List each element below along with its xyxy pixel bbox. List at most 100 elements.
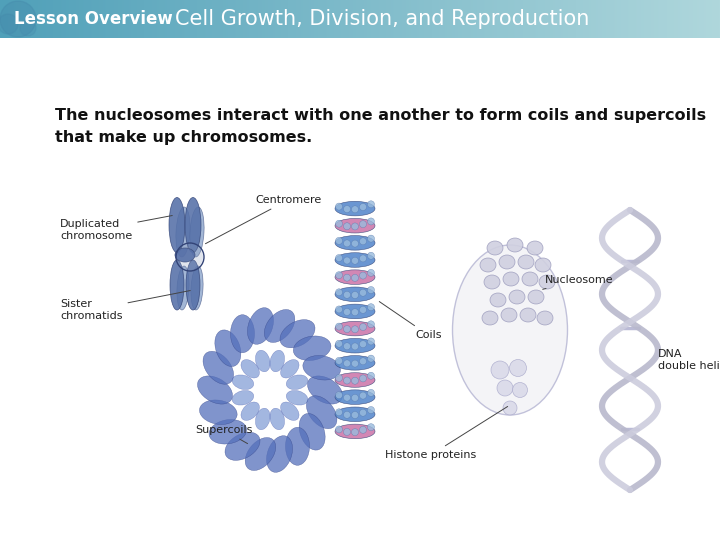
Circle shape [359,204,366,211]
Circle shape [177,244,203,270]
Ellipse shape [484,275,500,289]
Ellipse shape [307,376,343,404]
Ellipse shape [503,272,519,286]
Ellipse shape [256,350,270,372]
Ellipse shape [522,272,538,286]
Ellipse shape [230,315,254,353]
Ellipse shape [335,321,375,336]
Ellipse shape [487,241,503,255]
Ellipse shape [335,287,375,301]
Circle shape [351,274,359,281]
Circle shape [510,360,526,376]
Ellipse shape [270,350,284,372]
Text: Coils: Coils [379,301,441,340]
Circle shape [359,341,366,348]
Text: Histone proteins: Histone proteins [385,407,508,460]
Text: Cell Growth, Division, and Reproduction: Cell Growth, Division, and Reproduction [175,9,590,29]
Ellipse shape [197,376,233,404]
Circle shape [343,343,351,350]
Circle shape [359,409,366,416]
Ellipse shape [175,248,195,262]
Circle shape [343,377,351,384]
Circle shape [513,382,528,397]
Circle shape [351,377,359,384]
Circle shape [491,361,509,379]
Ellipse shape [176,207,190,257]
Circle shape [351,326,359,333]
Ellipse shape [203,352,233,384]
Ellipse shape [335,390,375,404]
Ellipse shape [287,375,308,389]
Circle shape [343,291,351,298]
Text: Duplicated
chromosome: Duplicated chromosome [60,215,172,241]
Ellipse shape [335,253,375,267]
Circle shape [359,255,366,262]
Ellipse shape [335,339,375,353]
Circle shape [367,355,374,362]
Circle shape [343,411,351,418]
Circle shape [343,360,351,367]
Circle shape [336,203,343,210]
Ellipse shape [199,400,237,424]
Ellipse shape [177,266,189,310]
Circle shape [351,343,359,350]
Circle shape [336,392,343,399]
Circle shape [359,392,366,399]
Circle shape [367,407,374,414]
Ellipse shape [186,260,200,310]
Ellipse shape [299,414,325,450]
Circle shape [336,220,343,227]
Ellipse shape [520,308,536,322]
Ellipse shape [241,402,259,421]
Ellipse shape [264,309,294,342]
Circle shape [343,240,351,247]
Circle shape [351,257,359,264]
Circle shape [497,380,513,396]
Ellipse shape [490,293,506,307]
Ellipse shape [286,427,310,465]
Circle shape [336,409,343,416]
Circle shape [367,201,374,208]
Circle shape [343,428,351,435]
Ellipse shape [335,218,375,233]
Ellipse shape [280,320,315,348]
Circle shape [351,206,359,213]
Circle shape [343,274,351,281]
Text: Nucleosome: Nucleosome [543,275,613,289]
Circle shape [367,424,374,431]
Circle shape [367,372,374,379]
Circle shape [367,218,374,225]
Ellipse shape [509,290,525,304]
Ellipse shape [335,235,375,250]
Text: Lesson Overview: Lesson Overview [14,10,173,28]
Circle shape [351,292,359,299]
Circle shape [359,238,366,245]
Ellipse shape [518,255,534,269]
Circle shape [367,235,374,242]
Ellipse shape [499,255,515,269]
Ellipse shape [335,424,375,438]
Ellipse shape [501,308,517,322]
Ellipse shape [169,198,185,253]
Circle shape [20,20,36,36]
Circle shape [343,257,351,264]
Circle shape [336,289,343,296]
Circle shape [343,308,351,315]
Ellipse shape [482,311,498,325]
Circle shape [351,394,359,401]
Circle shape [367,338,374,345]
Circle shape [367,269,374,276]
Circle shape [351,411,359,418]
Ellipse shape [335,355,375,370]
Circle shape [336,340,343,347]
Text: The nucleosomes interact with one another to form coils and supercoils: The nucleosomes interact with one anothe… [55,108,706,123]
Ellipse shape [335,407,375,422]
Circle shape [336,272,343,279]
Circle shape [0,14,18,34]
Circle shape [336,357,343,364]
Ellipse shape [266,436,292,472]
Circle shape [503,401,517,415]
Circle shape [351,309,359,316]
Circle shape [343,326,351,333]
Ellipse shape [528,290,544,304]
